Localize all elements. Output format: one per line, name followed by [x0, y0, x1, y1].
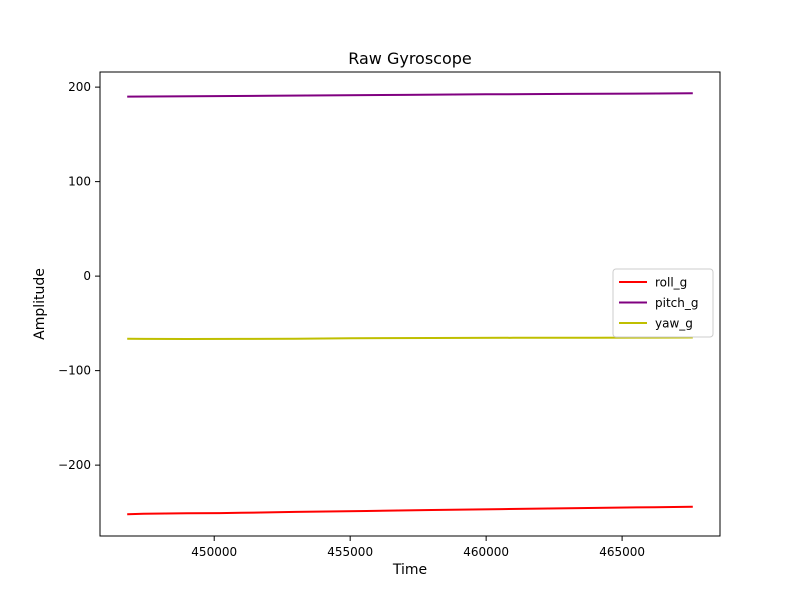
- x-tick-label: 465000: [599, 545, 645, 559]
- y-tick-label: −100: [58, 364, 91, 378]
- legend-label: roll_g: [655, 276, 687, 290]
- plot-area: [127, 92, 693, 516]
- y-tick-label: 0: [83, 269, 91, 283]
- chart-title: Raw Gyroscope: [348, 49, 472, 68]
- x-axis: 450000 455000 460000 465000: [191, 536, 645, 559]
- y-tick-label: 200: [68, 80, 91, 94]
- y-tick-label: −200: [58, 458, 91, 472]
- series-line-pitch-g: [127, 92, 693, 98]
- legend: roll_g pitch_g yaw_g: [612, 268, 714, 338]
- y-tick-label: 100: [68, 175, 91, 189]
- x-tick-label: 455000: [327, 545, 373, 559]
- legend-label: pitch_g: [655, 296, 698, 310]
- axes-frame: [99, 71, 721, 537]
- legend-box: [612, 268, 714, 338]
- y-axis: 200 100 0 −100 −200: [58, 80, 100, 472]
- legend-label: yaw_g: [655, 317, 693, 331]
- x-tick-label: 460000: [463, 545, 509, 559]
- y-axis-label: Amplitude: [32, 268, 48, 340]
- x-axis-label: Time: [392, 562, 427, 578]
- x-tick-label: 450000: [191, 545, 237, 559]
- series-line-yaw-g: [127, 336, 693, 340]
- series-line-roll-g: [127, 505, 693, 516]
